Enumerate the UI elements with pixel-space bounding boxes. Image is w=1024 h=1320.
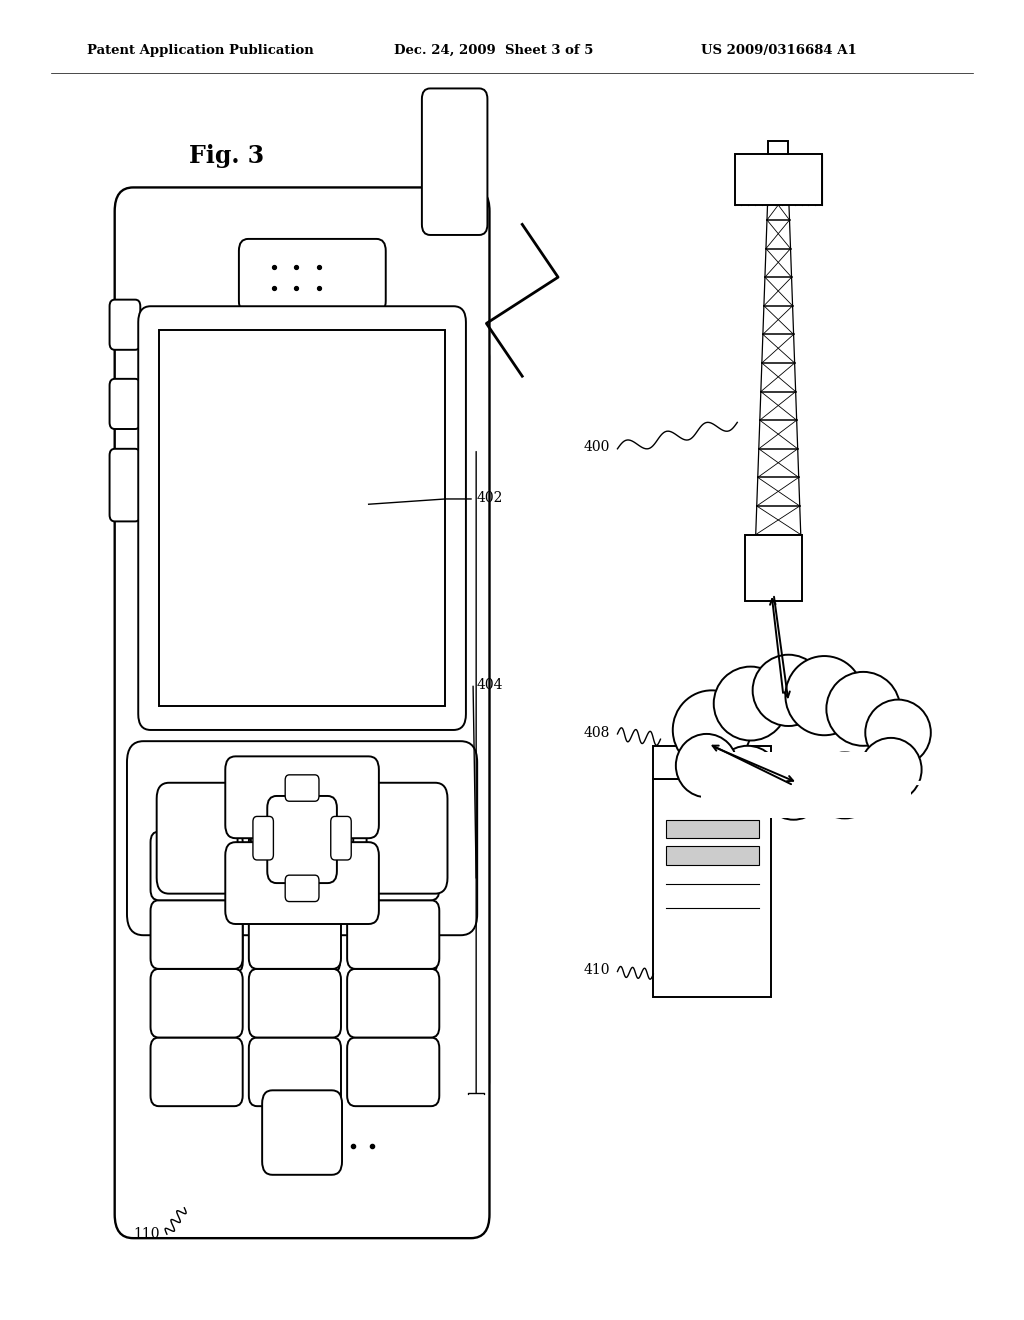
- Text: 402: 402: [476, 491, 503, 504]
- FancyBboxPatch shape: [127, 741, 477, 935]
- FancyBboxPatch shape: [347, 832, 439, 900]
- Bar: [666, 846, 759, 865]
- Ellipse shape: [676, 734, 737, 797]
- Ellipse shape: [753, 655, 824, 726]
- FancyBboxPatch shape: [249, 832, 341, 900]
- FancyBboxPatch shape: [151, 832, 243, 900]
- FancyBboxPatch shape: [347, 969, 439, 1038]
- FancyBboxPatch shape: [422, 88, 487, 235]
- Bar: [159, 330, 445, 706]
- FancyBboxPatch shape: [285, 875, 319, 902]
- Ellipse shape: [763, 756, 824, 820]
- Ellipse shape: [714, 667, 787, 741]
- Bar: [701, 752, 911, 818]
- FancyBboxPatch shape: [151, 900, 243, 969]
- Ellipse shape: [673, 690, 751, 770]
- FancyBboxPatch shape: [269, 917, 340, 972]
- FancyBboxPatch shape: [465, 348, 489, 1090]
- FancyBboxPatch shape: [331, 816, 351, 861]
- FancyBboxPatch shape: [347, 900, 439, 969]
- FancyBboxPatch shape: [138, 306, 466, 730]
- Ellipse shape: [860, 738, 922, 801]
- Ellipse shape: [826, 672, 900, 746]
- Text: US 2009/0316684 A1: US 2009/0316684 A1: [701, 44, 857, 57]
- FancyBboxPatch shape: [110, 379, 140, 429]
- FancyBboxPatch shape: [157, 783, 238, 894]
- Ellipse shape: [251, 787, 353, 890]
- FancyBboxPatch shape: [110, 449, 140, 521]
- Bar: [745, 535, 802, 601]
- FancyBboxPatch shape: [225, 756, 379, 838]
- Ellipse shape: [785, 656, 863, 735]
- Text: 404: 404: [476, 678, 503, 692]
- FancyBboxPatch shape: [239, 239, 386, 313]
- FancyBboxPatch shape: [367, 783, 447, 894]
- Ellipse shape: [812, 752, 878, 818]
- FancyBboxPatch shape: [285, 775, 319, 801]
- Text: Dec. 24, 2009  Sheet 3 of 5: Dec. 24, 2009 Sheet 3 of 5: [394, 44, 594, 57]
- FancyBboxPatch shape: [249, 1038, 341, 1106]
- Text: 408: 408: [584, 726, 610, 739]
- FancyBboxPatch shape: [267, 796, 337, 883]
- FancyBboxPatch shape: [249, 900, 341, 969]
- Text: 410: 410: [584, 964, 610, 977]
- Ellipse shape: [715, 746, 780, 812]
- FancyBboxPatch shape: [151, 969, 243, 1038]
- FancyBboxPatch shape: [110, 300, 140, 350]
- FancyBboxPatch shape: [249, 969, 341, 1038]
- Text: 400: 400: [584, 441, 610, 454]
- Text: Fig. 3: Fig. 3: [189, 144, 264, 168]
- Bar: [653, 746, 771, 779]
- Bar: [653, 779, 771, 997]
- FancyBboxPatch shape: [262, 1090, 342, 1175]
- FancyBboxPatch shape: [347, 1038, 439, 1106]
- Bar: [735, 154, 821, 205]
- FancyBboxPatch shape: [367, 917, 437, 972]
- FancyBboxPatch shape: [115, 187, 489, 1238]
- Ellipse shape: [865, 700, 931, 766]
- Text: Patent Application Publication: Patent Application Publication: [87, 44, 313, 57]
- FancyBboxPatch shape: [151, 1038, 243, 1106]
- FancyBboxPatch shape: [253, 816, 273, 861]
- Text: 110: 110: [133, 1228, 160, 1241]
- Bar: [768, 141, 788, 154]
- Bar: [666, 820, 759, 838]
- FancyBboxPatch shape: [172, 917, 243, 972]
- FancyBboxPatch shape: [225, 842, 379, 924]
